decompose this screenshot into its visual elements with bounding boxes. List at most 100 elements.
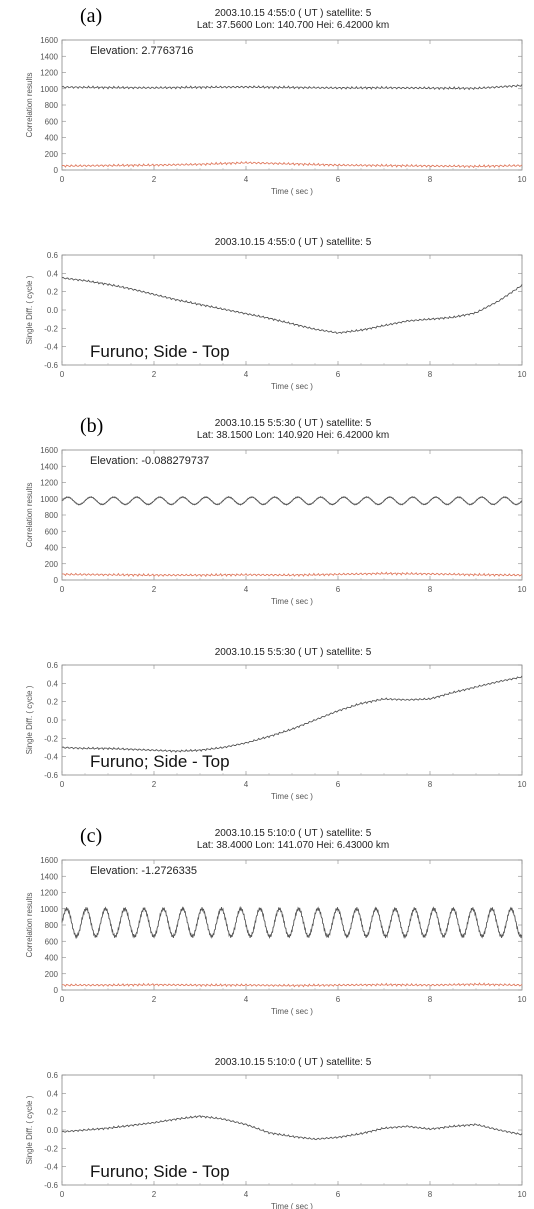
x-tick-label: 8 [428, 370, 433, 379]
chart-title: 2003.10.15 5:5:30 ( UT ) satellite: 5 [215, 647, 372, 658]
x-tick-label: 6 [336, 995, 341, 1004]
y-tick-label: 600 [45, 117, 59, 126]
series-line-0 [61, 905, 523, 940]
chart-panel-0: (a) 2003.10.15 4:55:0 ( UT ) satellite: 5… [25, 5, 527, 196]
y-tick-label: 0.2 [47, 698, 59, 707]
chart-panel-1: 2003.10.15 4:55:0 ( UT ) satellite: 5 0 2 4… [25, 237, 527, 391]
y-tick-label: 1600 [40, 36, 58, 45]
y-tick-label: -0.6 [44, 361, 58, 370]
y-tick-label: 0 [54, 166, 59, 175]
panel-label: (a) [80, 5, 102, 27]
y-tick-label: 800 [45, 511, 59, 520]
series-line-1 [62, 571, 523, 578]
x-axis-label: Time ( sec ) [271, 1202, 313, 1209]
series-line-0 [61, 675, 523, 753]
x-tick-label: 8 [428, 585, 433, 594]
y-tick-label: -0.2 [44, 1144, 58, 1153]
chart-title: 2003.10.15 5:10:0 ( UT ) satellite: 5 [215, 1057, 372, 1068]
chart-title: 2003.10.15 4:55:0 ( UT ) satellite: 5 [215, 8, 372, 19]
x-tick-label: 10 [518, 995, 527, 1004]
x-tick-label: 0 [60, 1190, 65, 1199]
x-tick-label: 6 [336, 780, 341, 789]
y-tick-label: 1000 [40, 85, 58, 94]
x-axis-label: Time ( sec ) [271, 792, 313, 801]
x-tick-label: 4 [244, 1190, 249, 1199]
y-tick-label: -0.2 [44, 734, 58, 743]
y-tick-label: 400 [45, 134, 59, 143]
y-tick-label: 0.6 [47, 1071, 59, 1080]
plot-frame [61, 449, 523, 581]
series-line-1 [62, 982, 523, 988]
y-tick-label: 400 [45, 544, 59, 553]
x-tick-label: 4 [244, 175, 249, 184]
x-tick-label: 10 [518, 1190, 527, 1199]
x-tick-label: 0 [60, 585, 65, 594]
y-tick-label: 400 [45, 954, 59, 963]
y-tick-label: -0.4 [44, 343, 58, 352]
x-tick-label: 0 [60, 370, 65, 379]
chart-panel-4: (c) 2003.10.15 5:10:0 ( UT ) satellite: 5… [25, 825, 527, 1016]
chart-panel-5: 2003.10.15 5:10:0 ( UT ) satellite: 5 0 2 4… [25, 1057, 527, 1209]
x-tick-label: 0 [60, 995, 65, 1004]
y-tick-label: -0.6 [44, 1181, 58, 1190]
y-tick-label: 200 [45, 970, 59, 979]
y-tick-label: 0.4 [47, 269, 59, 278]
y-tick-label: 0.2 [47, 1108, 59, 1117]
y-tick-label: 0.0 [47, 716, 59, 725]
series-line-0 [61, 1115, 523, 1141]
y-tick-label: 600 [45, 937, 59, 946]
antenna-annotation: Furuno; Side - Top [90, 342, 230, 361]
elevation-annotation: Elevation: -1.2726335 [90, 865, 197, 877]
y-axis-label: Correlation results [25, 73, 34, 138]
x-tick-label: 10 [518, 780, 527, 789]
x-tick-label: 8 [428, 780, 433, 789]
chart-subtitle: Lat: 37.5600 Lon: 140.700 Hei: 6.42000 k… [197, 20, 389, 31]
x-axis-label: Time ( sec ) [271, 187, 313, 196]
y-tick-label: 0.6 [47, 251, 59, 260]
y-tick-label: 1000 [40, 495, 58, 504]
series-line-0 [61, 276, 523, 335]
y-tick-label: 1400 [40, 872, 58, 881]
y-tick-label: 800 [45, 921, 59, 930]
x-tick-label: 0 [60, 175, 65, 184]
chart-title: 2003.10.15 5:10:0 ( UT ) satellite: 5 [215, 828, 372, 839]
y-tick-label: 0.0 [47, 1126, 59, 1135]
x-tick-label: 6 [336, 370, 341, 379]
y-tick-label: -0.2 [44, 324, 58, 333]
chart-panel-3: 2003.10.15 5:5:30 ( UT ) satellite: 5 0 2 4… [25, 647, 527, 801]
y-tick-label: 1200 [40, 889, 58, 898]
y-tick-label: -0.4 [44, 1163, 58, 1172]
elevation-annotation: Elevation: -0.088279737 [90, 455, 209, 467]
y-tick-label: 1600 [40, 446, 58, 455]
series-line-0 [61, 495, 523, 506]
y-tick-label: 0 [54, 576, 59, 585]
y-tick-label: 600 [45, 527, 59, 536]
y-axis-label: Correlation results [25, 893, 34, 958]
antenna-annotation: Furuno; Side - Top [90, 752, 230, 771]
chart-title: 2003.10.15 4:55:0 ( UT ) satellite: 5 [215, 237, 372, 248]
chart-panel-2: (b) 2003.10.15 5:5:30 ( UT ) satellite: 5… [25, 415, 527, 606]
x-tick-label: 6 [336, 1190, 341, 1199]
chart-subtitle: Lat: 38.4000 Lon: 141.070 Hei: 6.43000 k… [197, 840, 389, 851]
y-tick-label: 0.4 [47, 679, 59, 688]
y-tick-label: 0.6 [47, 661, 59, 670]
x-tick-label: 4 [244, 780, 249, 789]
x-tick-label: 4 [244, 995, 249, 1004]
panel-label: (c) [80, 825, 102, 847]
x-axis-label: Time ( sec ) [271, 382, 313, 391]
y-tick-label: -0.4 [44, 753, 58, 762]
y-tick-label: 1000 [40, 905, 58, 914]
y-tick-label: 0 [54, 986, 59, 995]
y-axis-label: Single Diff. ( cycle ) [25, 685, 34, 754]
x-tick-label: 6 [336, 175, 341, 184]
x-tick-label: 2 [152, 780, 157, 789]
x-tick-label: 10 [518, 370, 527, 379]
x-tick-label: 2 [152, 370, 157, 379]
y-tick-label: 0.0 [47, 306, 59, 315]
y-tick-label: 1200 [40, 69, 58, 78]
panel-label: (b) [80, 415, 103, 437]
y-tick-label: 1400 [40, 462, 58, 471]
x-tick-label: 2 [152, 585, 157, 594]
plot-frame [61, 859, 523, 991]
